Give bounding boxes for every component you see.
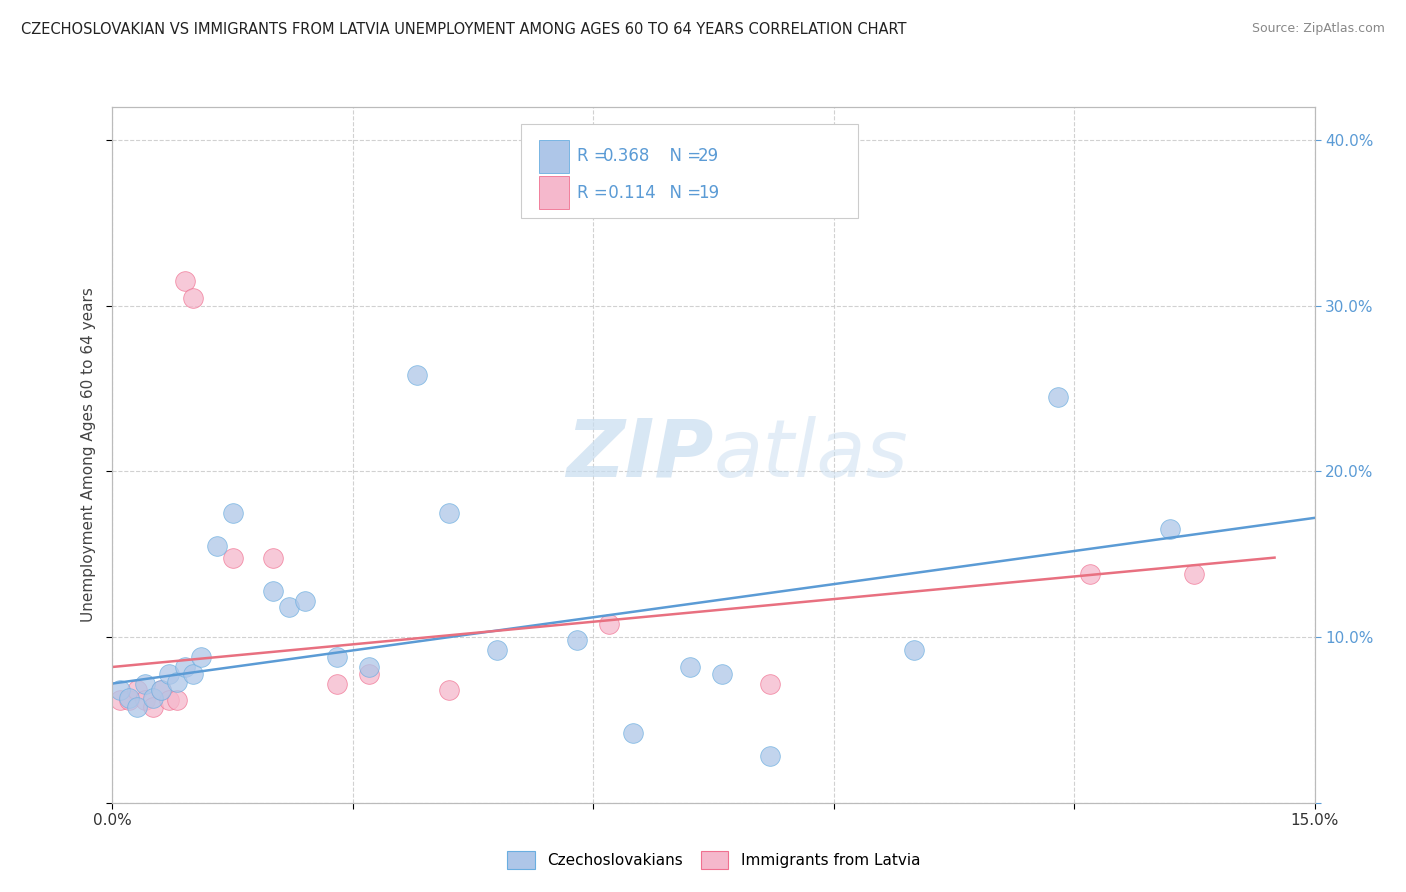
Point <box>357 666 380 681</box>
Point <box>222 550 245 565</box>
Point <box>406 368 429 383</box>
Point <box>157 666 180 681</box>
Point <box>110 683 132 698</box>
Point <box>598 616 620 631</box>
Point <box>758 676 780 690</box>
Point <box>181 666 204 681</box>
Point <box>903 643 925 657</box>
Point <box>190 650 212 665</box>
Text: N =: N = <box>659 147 707 165</box>
FancyBboxPatch shape <box>522 124 858 219</box>
Point <box>621 726 644 740</box>
Point <box>1159 523 1181 537</box>
Point <box>326 650 349 665</box>
Point <box>758 749 780 764</box>
Point <box>262 583 284 598</box>
Y-axis label: Unemployment Among Ages 60 to 64 years: Unemployment Among Ages 60 to 64 years <box>80 287 96 623</box>
Point <box>567 633 589 648</box>
Point <box>134 693 156 707</box>
Text: atlas: atlas <box>713 416 908 494</box>
Point <box>141 699 163 714</box>
Point <box>437 683 460 698</box>
Text: R =: R = <box>576 184 613 202</box>
Point <box>357 660 380 674</box>
Text: 0.114: 0.114 <box>603 184 655 202</box>
Text: 29: 29 <box>697 147 718 165</box>
Bar <box>540 176 569 210</box>
Point <box>678 660 700 674</box>
Point <box>181 291 204 305</box>
Point <box>222 506 245 520</box>
Text: R =: R = <box>576 147 613 165</box>
Point <box>1078 567 1101 582</box>
Point <box>277 600 299 615</box>
Point <box>117 691 139 706</box>
Point <box>117 693 139 707</box>
Point <box>149 683 172 698</box>
Point <box>166 674 188 689</box>
Point <box>173 274 195 288</box>
Point <box>166 693 188 707</box>
Point <box>1047 390 1070 404</box>
Text: CZECHOSLOVAKIAN VS IMMIGRANTS FROM LATVIA UNEMPLOYMENT AMONG AGES 60 TO 64 YEARS: CZECHOSLOVAKIAN VS IMMIGRANTS FROM LATVI… <box>21 22 907 37</box>
Point <box>710 666 733 681</box>
Point <box>157 693 180 707</box>
Text: ZIP: ZIP <box>567 416 713 494</box>
Point <box>149 683 172 698</box>
Text: 19: 19 <box>697 184 718 202</box>
Point <box>110 693 132 707</box>
Bar <box>540 140 569 173</box>
Legend: Czechoslovakians, Immigrants from Latvia: Czechoslovakians, Immigrants from Latvia <box>501 846 927 875</box>
Point <box>262 550 284 565</box>
Point <box>125 699 148 714</box>
Point <box>134 676 156 690</box>
Point <box>437 506 460 520</box>
Point <box>125 683 148 698</box>
Point <box>326 676 349 690</box>
Point <box>173 660 195 674</box>
Point <box>486 643 509 657</box>
Point <box>1184 567 1206 582</box>
Text: Source: ZipAtlas.com: Source: ZipAtlas.com <box>1251 22 1385 36</box>
Text: N =: N = <box>659 184 707 202</box>
Point <box>294 593 316 607</box>
Text: 0.368: 0.368 <box>603 147 651 165</box>
Point <box>205 539 228 553</box>
Point <box>141 691 163 706</box>
